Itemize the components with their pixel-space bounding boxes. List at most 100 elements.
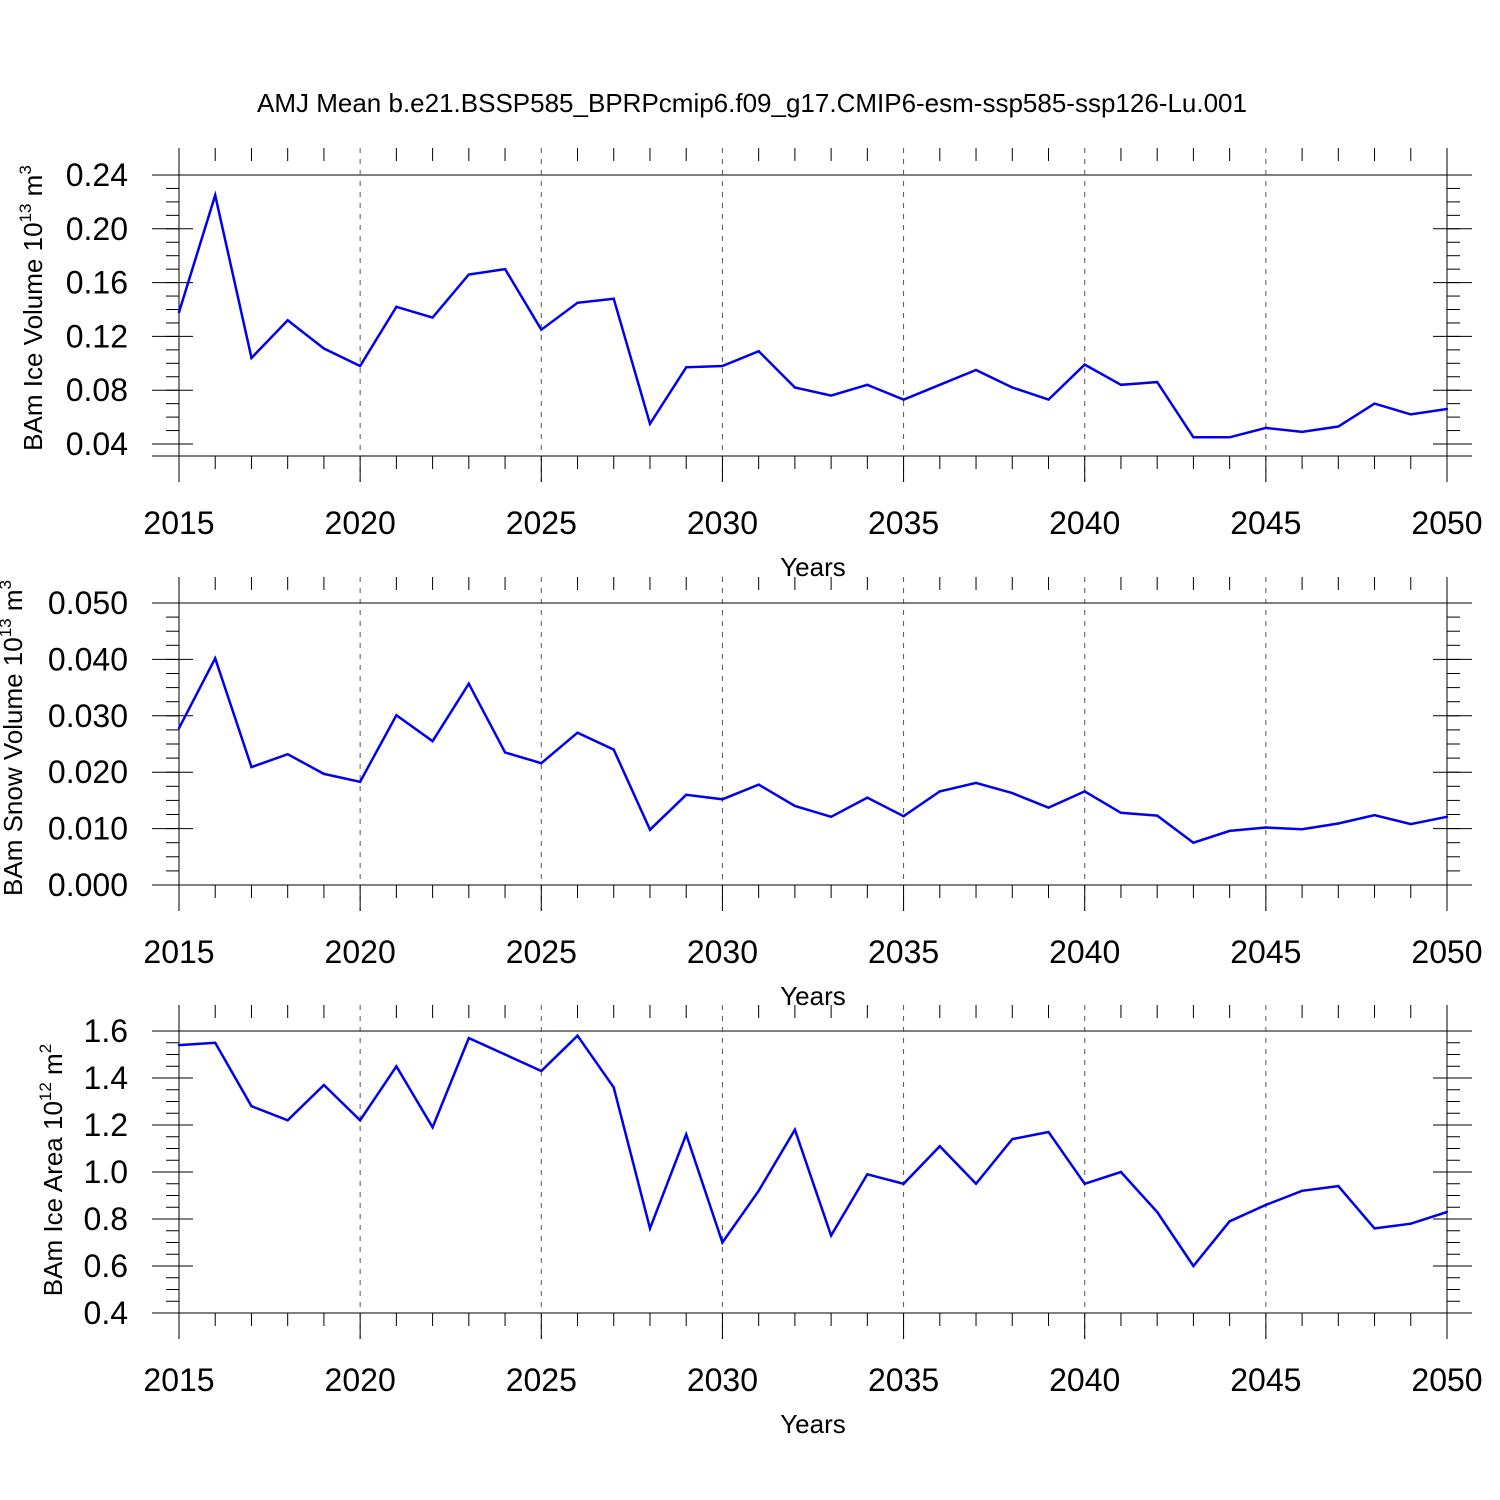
data-point — [902, 1182, 905, 1185]
data-point — [612, 748, 615, 751]
data-point — [1373, 813, 1376, 817]
data-point — [648, 1227, 652, 1230]
x-tick-label: 2045 — [1230, 1362, 1301, 1398]
y-tick-label: 1.4 — [84, 1060, 128, 1096]
data-point — [974, 368, 978, 372]
x-tick-label: 2050 — [1411, 505, 1482, 541]
data-point — [395, 714, 398, 717]
data-point — [1047, 806, 1050, 809]
x-tick-label: 2020 — [325, 505, 396, 541]
data-point — [685, 366, 688, 369]
series-line — [177, 190, 1448, 439]
data-point — [431, 1126, 434, 1129]
data-point — [1228, 1220, 1231, 1223]
x-tick-label: 2025 — [506, 934, 577, 970]
x-tick-label: 2015 — [143, 934, 214, 970]
data-point — [1083, 790, 1086, 793]
data-point — [1155, 380, 1159, 384]
data-point — [503, 267, 507, 271]
y-tick-label: 0.04 — [66, 426, 128, 462]
data-point — [576, 731, 579, 734]
data-point — [938, 790, 941, 793]
y-axis-title: BAm Snow Volume 1013 m3 — [0, 580, 28, 896]
data-point — [648, 422, 652, 426]
data-point — [1373, 1227, 1376, 1230]
data-point — [576, 301, 579, 304]
x-tick-label: 2030 — [687, 1362, 758, 1398]
data-point — [540, 1069, 543, 1073]
x-axis-title: Years — [780, 1409, 846, 1439]
y-tick-label: 0.030 — [48, 698, 128, 734]
y-tick-label: 0.040 — [48, 641, 128, 677]
data-point — [503, 1053, 507, 1056]
y-tick-label: 0.6 — [84, 1248, 128, 1284]
data-point — [1083, 363, 1086, 366]
x-tick-label: 2035 — [868, 934, 939, 970]
x-tick-label: 2045 — [1230, 505, 1301, 541]
y-tick-label: 0.8 — [84, 1201, 128, 1237]
y-tick-label: 0.020 — [48, 754, 128, 790]
data-point — [721, 798, 724, 801]
data-point — [1011, 1137, 1014, 1141]
x-tick-label: 2050 — [1411, 934, 1482, 970]
data-point — [1011, 791, 1014, 795]
data-point — [177, 727, 181, 730]
data-point — [793, 804, 797, 808]
data-point — [902, 814, 905, 818]
data-point — [1047, 398, 1050, 401]
data-point — [431, 316, 434, 319]
data-point — [1445, 1210, 1449, 1214]
y-tick-label: 1.2 — [84, 1107, 128, 1143]
x-tick-label: 2015 — [143, 1362, 214, 1398]
data-point — [540, 328, 543, 331]
x-tick-label: 2025 — [506, 1362, 577, 1398]
x-tick-label: 2040 — [1049, 505, 1120, 541]
data-point — [576, 1034, 579, 1037]
x-tick-label: 2035 — [868, 1362, 939, 1398]
data-point — [322, 347, 326, 350]
data-point — [177, 1043, 181, 1047]
data-point — [250, 1105, 253, 1108]
y-tick-label: 0.050 — [48, 585, 128, 621]
data-point — [757, 349, 760, 353]
data-point — [1300, 1189, 1304, 1193]
chart-panel-2: 0.000 0.010 0.020 0.030 0.040 0.050 2015 2020 20… — [0, 577, 1483, 1011]
data-point — [1337, 425, 1340, 428]
x-axis-title: Years — [780, 552, 846, 582]
data-point — [829, 1234, 833, 1237]
x-axis-title: Years — [780, 981, 846, 1011]
data-point — [177, 310, 181, 314]
y-tick-label: 0.000 — [48, 867, 128, 903]
data-point — [612, 297, 615, 300]
data-point — [1445, 407, 1449, 411]
data-point — [938, 1144, 941, 1148]
data-point — [540, 761, 543, 765]
data-point — [1155, 1210, 1159, 1214]
y-tick-label: 0.08 — [66, 372, 128, 408]
data-point — [467, 1036, 471, 1040]
y-tick-label: 1.6 — [84, 1013, 128, 1049]
x-tick-label: 2040 — [1049, 934, 1120, 970]
chart-panel-1: 0.04 0.08 0.12 0.16 0.20 0.24 2015 2020 2025 2030… — [16, 148, 1483, 582]
data-point — [1228, 829, 1231, 833]
data-point — [829, 394, 833, 397]
x-tick-label: 2045 — [1230, 934, 1301, 970]
x-tick-label: 2040 — [1049, 1362, 1120, 1398]
data-point — [467, 273, 471, 276]
data-point — [467, 682, 471, 685]
data-point — [322, 772, 326, 776]
data-point — [829, 815, 833, 818]
data-point — [866, 1173, 869, 1176]
x-tick-label: 2020 — [325, 1362, 396, 1398]
data-point — [1300, 827, 1304, 831]
series-line — [178, 1033, 1448, 1269]
data-point — [1047, 1130, 1050, 1134]
data-point — [503, 751, 507, 754]
x-tick-label: 2020 — [325, 934, 396, 970]
y-tick-label: 0.4 — [84, 1295, 128, 1331]
x-tick-label: 2050 — [1411, 1362, 1482, 1398]
x-tick-label: 2030 — [687, 505, 758, 541]
data-point — [1228, 436, 1231, 439]
data-point — [1445, 815, 1449, 818]
